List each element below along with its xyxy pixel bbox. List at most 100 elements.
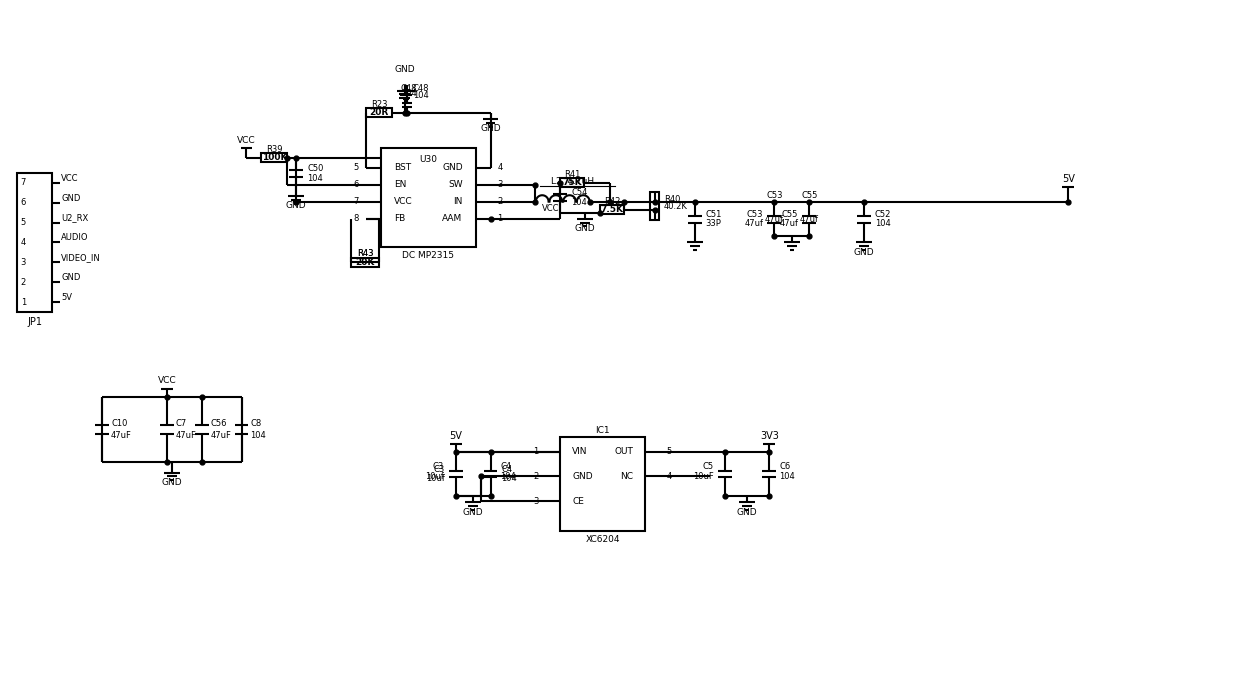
Bar	[262, 153, 288, 162]
Text: 4: 4	[667, 472, 672, 481]
Text: C56: C56	[211, 419, 227, 428]
Bar	[560, 436, 645, 531]
Text: C53: C53	[766, 191, 782, 200]
Text: R23: R23	[371, 100, 387, 109]
Text: IN: IN	[454, 197, 463, 206]
Text: 104: 104	[401, 89, 417, 98]
Text: R41: R41	[564, 169, 580, 178]
Bar	[351, 258, 379, 267]
Text: VCC: VCC	[542, 204, 559, 213]
Text: 7: 7	[353, 197, 360, 206]
Text: 6: 6	[21, 198, 26, 207]
Text: C4: C4	[501, 462, 512, 471]
Text: R40: R40	[663, 195, 681, 204]
Text: VCC: VCC	[157, 376, 176, 385]
Text: C48: C48	[401, 84, 417, 93]
Text: 104: 104	[501, 472, 516, 481]
Text: 4: 4	[497, 163, 502, 172]
Bar	[600, 205, 624, 214]
Text: C52: C52	[875, 210, 892, 219]
Text: C8: C8	[250, 419, 262, 428]
Text: C4: C4	[501, 464, 512, 473]
Text: FB: FB	[394, 214, 405, 223]
Text: R43: R43	[357, 250, 373, 259]
Text: IC1: IC1	[595, 426, 610, 435]
Text: GND: GND	[394, 65, 415, 74]
Text: 6: 6	[353, 180, 360, 189]
Text: C3: C3	[434, 464, 445, 473]
Bar	[381, 148, 476, 247]
Text: NC: NC	[620, 472, 632, 481]
Text: GND: GND	[480, 124, 501, 133]
Text: R43: R43	[357, 249, 373, 258]
Text: VIDEO_IN: VIDEO_IN	[61, 254, 100, 262]
Text: 104: 104	[250, 431, 267, 440]
Text: 47uf: 47uf	[744, 220, 764, 229]
Text: 10uf: 10uf	[425, 475, 445, 484]
Text: AUDIO: AUDIO	[61, 233, 89, 243]
Text: SW: SW	[448, 180, 463, 189]
Text: C48: C48	[413, 84, 429, 93]
Text: 47uf: 47uf	[765, 215, 784, 224]
Bar	[17, 173, 52, 312]
Text: OUT: OUT	[614, 447, 632, 456]
Text: AAM: AAM	[443, 214, 463, 223]
Text: 10uF: 10uF	[693, 472, 714, 481]
Text: GND: GND	[61, 273, 81, 282]
Text: EN: EN	[394, 180, 407, 189]
Text: VCC: VCC	[237, 137, 255, 146]
Text: DC MP2315: DC MP2315	[402, 251, 454, 260]
Text: GND: GND	[575, 224, 595, 233]
Text: VIN: VIN	[572, 447, 588, 456]
Text: 33P: 33P	[706, 220, 722, 229]
Text: 5V: 5V	[61, 293, 72, 302]
Text: C6: C6	[780, 462, 791, 471]
Text: 2: 2	[21, 278, 26, 286]
Text: C51: C51	[706, 210, 722, 219]
Text: 47uf: 47uf	[800, 215, 818, 224]
Text: 3V3: 3V3	[760, 431, 779, 441]
Text: 104: 104	[875, 220, 890, 229]
Text: 47uF: 47uF	[211, 431, 232, 440]
Text: 47uf: 47uf	[779, 220, 799, 229]
Text: 2: 2	[533, 472, 538, 481]
Text: 5V: 5V	[449, 431, 463, 441]
Text: R42: R42	[604, 197, 620, 206]
Text: CE: CE	[572, 497, 584, 506]
Text: 3: 3	[21, 258, 26, 267]
Text: 104: 104	[501, 475, 517, 484]
Text: 10uf: 10uf	[425, 472, 444, 481]
Text: GND: GND	[441, 163, 463, 172]
Text: XC6204: XC6204	[585, 535, 620, 544]
Text: 104: 104	[780, 472, 795, 481]
Text: 5: 5	[21, 218, 26, 227]
Text: 4: 4	[21, 238, 26, 247]
Bar	[366, 109, 392, 117]
Text: C54: C54	[572, 188, 588, 197]
Text: C5: C5	[703, 462, 714, 471]
Text: U30: U30	[419, 155, 438, 164]
Text: GND: GND	[161, 478, 182, 487]
Text: 40.2K: 40.2K	[663, 202, 688, 211]
Text: 5: 5	[353, 163, 360, 172]
Text: 75K: 75K	[563, 178, 582, 187]
Text: 7: 7	[21, 178, 26, 187]
Text: 5V: 5V	[1061, 174, 1075, 184]
Text: 104: 104	[413, 91, 429, 100]
Text: 3: 3	[533, 497, 538, 506]
Text: 7.5K: 7.5K	[600, 205, 624, 214]
Text: 104: 104	[572, 198, 587, 207]
Text: C55: C55	[782, 210, 799, 219]
Text: C10: C10	[112, 419, 128, 428]
Text: 20R: 20R	[370, 109, 388, 117]
Text: 47uF: 47uF	[112, 431, 131, 440]
Text: C3: C3	[433, 462, 444, 471]
Text: VCC: VCC	[61, 174, 78, 183]
Text: GND: GND	[737, 508, 758, 517]
Text: 8: 8	[353, 214, 360, 223]
Text: GND: GND	[853, 248, 874, 257]
Text: 1: 1	[533, 447, 538, 456]
Text: C55: C55	[801, 191, 817, 200]
Text: C53: C53	[746, 210, 764, 219]
Text: 2: 2	[497, 197, 502, 206]
